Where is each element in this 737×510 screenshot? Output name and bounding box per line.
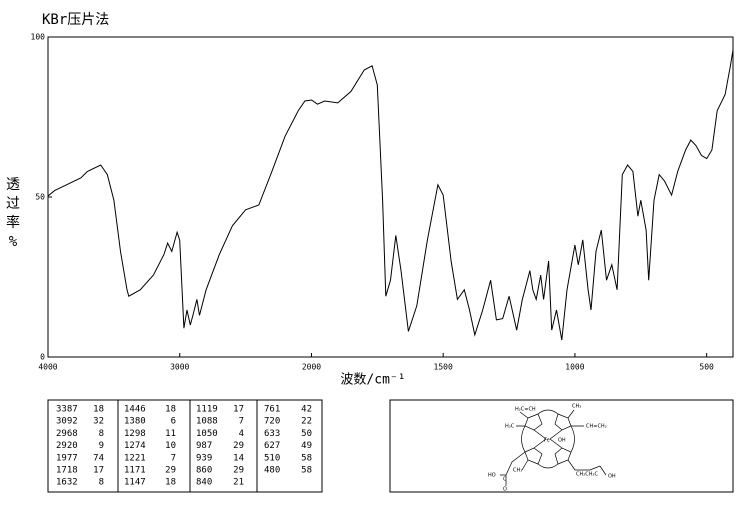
peak-wavenumber: 1171 xyxy=(124,466,146,476)
structure-frame xyxy=(389,399,734,493)
peak-wavenumber: 720 xyxy=(264,417,280,427)
structure-label: CH₃ xyxy=(572,404,581,410)
peak-table-frame xyxy=(47,399,323,493)
structure-label: O xyxy=(503,487,507,493)
peak-wavenumber: 2968 xyxy=(56,429,78,439)
peak-wavenumber: 480 xyxy=(264,466,280,476)
x-tick-label: 1500 xyxy=(434,363,453,372)
peak-transmittance: 9 xyxy=(99,441,104,451)
structure-label: OH xyxy=(608,474,616,480)
peak-transmittance: 18 xyxy=(93,405,104,415)
peak-transmittance: 10 xyxy=(165,441,176,451)
peak-transmittance: 18 xyxy=(165,478,176,488)
structure-label: HO xyxy=(488,473,496,479)
peak-wavenumber: 510 xyxy=(264,453,280,463)
x-tick-label: 3000 xyxy=(170,363,189,372)
x-axis-label: 波数/cm⁻¹ xyxy=(340,373,405,388)
y-axis-label-char: 过 xyxy=(6,196,20,212)
peak-wavenumber: 1977 xyxy=(56,453,78,463)
peak-wavenumber: 987 xyxy=(196,441,212,451)
peak-wavenumber: 840 xyxy=(196,478,212,488)
peak-wavenumber: 627 xyxy=(264,441,280,451)
peak-transmittance: 14 xyxy=(233,453,244,463)
peak-transmittance: 7 xyxy=(239,417,244,427)
structure-drawing xyxy=(500,409,607,486)
peak-transmittance: 17 xyxy=(233,405,244,415)
peak-wavenumber: 761 xyxy=(264,405,280,415)
peak-wavenumber: 2920 xyxy=(56,441,78,451)
y-axis-label-char: 率 xyxy=(6,214,20,231)
peak-transmittance: 49 xyxy=(301,441,312,451)
peak-wavenumber: 939 xyxy=(196,453,212,463)
peak-transmittance: 21 xyxy=(233,478,244,488)
peak-transmittance: 4 xyxy=(239,429,244,439)
plot-frame xyxy=(47,36,734,358)
peak-transmittance: 29 xyxy=(233,466,244,476)
x-tick-label: 2000 xyxy=(302,363,321,372)
peak-transmittance: 18 xyxy=(165,405,176,415)
structure-label: H₂C=CH xyxy=(515,407,536,413)
y-axis-label-char: % xyxy=(9,234,18,250)
peak-wavenumber: 1718 xyxy=(56,466,78,476)
y-axis-label: 透过率% xyxy=(6,177,20,250)
y-tick-label: 50 xyxy=(35,193,45,202)
y-axis-label-char: 透 xyxy=(6,177,20,193)
structure-label: Fe xyxy=(544,438,550,444)
x-tick-label: 500 xyxy=(699,363,714,372)
peak-wavenumber: 3387 xyxy=(56,405,78,415)
peak-wavenumber: 1298 xyxy=(124,429,146,439)
peak-transmittance: 6 xyxy=(171,417,176,427)
structure-label: H₃C xyxy=(505,424,515,430)
peak-wavenumber: 1119 xyxy=(196,405,218,415)
peak-transmittance: 22 xyxy=(301,417,312,427)
peak-wavenumber: 633 xyxy=(264,429,280,439)
chart-title: KBr压片法 xyxy=(42,12,109,28)
peak-transmittance: 7 xyxy=(171,453,176,463)
peak-transmittance: 58 xyxy=(301,453,312,463)
peak-wavenumber: 1147 xyxy=(124,478,146,488)
structure-label: C xyxy=(503,477,507,483)
peak-transmittance: 8 xyxy=(99,478,104,488)
peak-wavenumber: 1050 xyxy=(196,429,218,439)
peak-wavenumber: 1446 xyxy=(124,405,146,415)
peak-wavenumber: 860 xyxy=(196,466,212,476)
peak-wavenumber: 1221 xyxy=(124,453,146,463)
peak-wavenumber: 1380 xyxy=(124,417,146,427)
peak-wavenumber: 1274 xyxy=(124,441,146,451)
peak-transmittance: 29 xyxy=(233,441,244,451)
y-tick-label: 0 xyxy=(40,353,45,362)
peak-transmittance: 74 xyxy=(93,453,104,463)
y-tick-label: 100 xyxy=(31,33,46,42)
structure-label: CH₃ xyxy=(513,468,522,474)
spectrum-line xyxy=(47,49,734,341)
peak-transmittance: 29 xyxy=(165,466,176,476)
peak-wavenumber: 3092 xyxy=(56,417,78,427)
peak-transmittance: 42 xyxy=(301,405,312,415)
peak-wavenumber: 1088 xyxy=(196,417,218,427)
peak-transmittance: 58 xyxy=(301,466,312,476)
peak-transmittance: 32 xyxy=(93,417,104,427)
structure-label: CH=CH₂ xyxy=(586,424,607,430)
x-tick-label: 4000 xyxy=(38,363,57,372)
x-tick-label: 1000 xyxy=(565,363,584,372)
peak-transmittance: 11 xyxy=(165,429,176,439)
peak-transmittance: 50 xyxy=(301,429,312,439)
structure-label: OH xyxy=(558,438,566,444)
peak-wavenumber: 1632 xyxy=(56,478,78,488)
structure-label: CH₂CH₂C xyxy=(576,472,599,478)
peak-transmittance: 8 xyxy=(99,429,104,439)
peak-transmittance: 17 xyxy=(93,466,104,476)
